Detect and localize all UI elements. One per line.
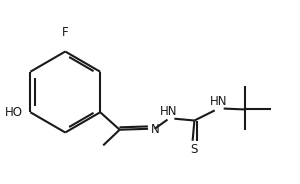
Text: F: F [62,26,69,39]
Text: HO: HO [5,106,23,119]
Text: N: N [151,123,159,136]
Text: S: S [191,143,198,156]
Text: HN: HN [160,105,178,118]
Text: HN: HN [210,95,227,108]
